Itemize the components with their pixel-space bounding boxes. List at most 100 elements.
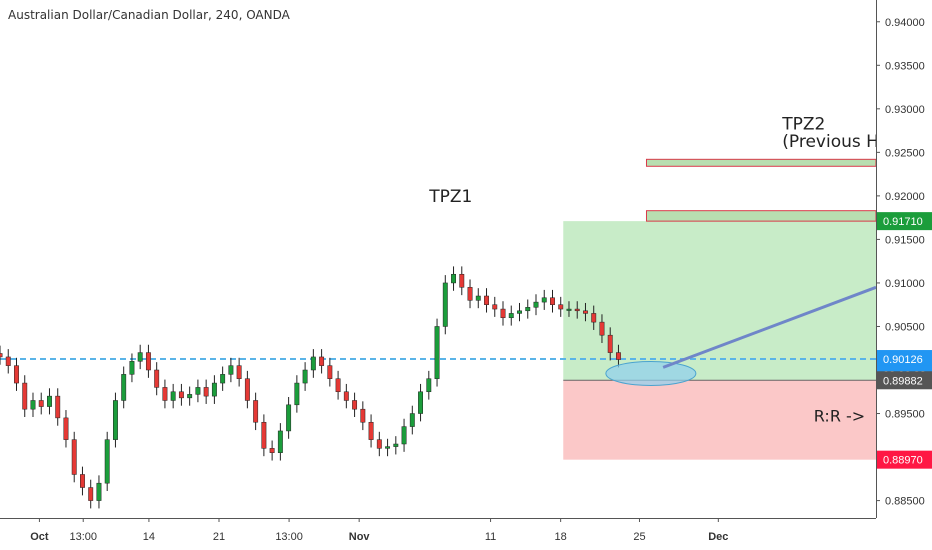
candle-body: [393, 443, 399, 447]
candle-body: [591, 313, 597, 323]
y-tick-label: 0.94000: [885, 17, 925, 29]
candle-body: [310, 356, 316, 371]
candle-body: [459, 273, 465, 288]
price-label-target: 0.91710: [883, 216, 923, 228]
candle-body: [426, 378, 432, 393]
tpz1-box: [645, 210, 877, 222]
y-tick-label: 0.88500: [885, 496, 925, 508]
candle-body: [0, 353, 3, 358]
tpz2-box: [645, 158, 877, 167]
candle-body: [80, 474, 85, 488]
candle-body: [401, 426, 407, 445]
candle-body: [550, 297, 555, 305]
price-label-stop: 0.88970: [883, 455, 923, 467]
candle-body: [63, 417, 69, 440]
candle-body: [104, 439, 110, 484]
candle-body: [14, 365, 19, 384]
x-tick-label: 14: [143, 531, 155, 543]
candle-body: [5, 356, 11, 366]
candle-body: [154, 369, 160, 388]
candle-body: [38, 400, 44, 407]
y-tick-label: 0.89500: [885, 409, 925, 421]
y-tick-label: 0.90500: [885, 321, 925, 333]
candle-body: [335, 378, 341, 393]
candle-body: [599, 321, 605, 336]
candle-body: [484, 295, 489, 305]
candle-body: [178, 391, 184, 399]
candle-body: [277, 430, 283, 453]
y-tick-label: 0.91000: [885, 278, 925, 290]
candle-body: [442, 282, 448, 327]
price-label-box: [877, 371, 932, 390]
candle-body: [475, 295, 481, 301]
candle-body: [525, 307, 531, 312]
x-tick-label: 13:00: [275, 531, 303, 543]
candle-body: [508, 313, 514, 319]
candle-body: [327, 365, 333, 379]
price-label-box: [877, 350, 932, 369]
candle-body: [129, 361, 135, 375]
x-tick-label: 18: [555, 531, 567, 543]
candle-body: [385, 446, 391, 449]
candle-body: [434, 326, 440, 379]
candle-body: [566, 308, 572, 311]
y-tick-label: 0.91500: [885, 234, 925, 246]
candle-body: [112, 400, 118, 440]
candle-body: [261, 421, 267, 449]
candle-body: [211, 382, 217, 397]
candle-body: [467, 287, 473, 301]
candle-body: [71, 439, 77, 475]
annotation-tpz1: TPZ1: [428, 187, 472, 207]
candle-body: [145, 352, 151, 371]
price-label-box: [877, 212, 932, 231]
candle-body: [121, 374, 127, 401]
annotation-previous-high: (Previous H: [782, 132, 879, 152]
y-tick-label: 0.93000: [885, 104, 925, 116]
candle-body: [616, 352, 621, 360]
x-tick-label: Nov: [349, 531, 371, 543]
candle-body: [236, 365, 242, 379]
candle-body: [352, 400, 358, 410]
candle-body: [244, 378, 250, 401]
candle-body: [294, 382, 300, 406]
candle-body: [368, 421, 374, 440]
annotation-tpz2: TPZ2: [781, 115, 825, 135]
entry-ellipse: [605, 360, 697, 386]
y-tick-label: 0.92500: [885, 147, 925, 159]
x-tick-label: 25: [633, 531, 645, 543]
candle-body: [220, 374, 226, 384]
candle-body: [343, 391, 349, 401]
candle-body: [187, 394, 193, 399]
candle-body: [533, 301, 539, 308]
price-label-box: [877, 450, 932, 469]
candle-body: [170, 391, 176, 401]
x-tick-label: Oct: [30, 531, 49, 543]
candle-body: [162, 387, 168, 401]
candle-body: [203, 387, 209, 397]
y-tick-label: 0.93500: [885, 60, 925, 72]
price-label-last-price: 0.90126: [883, 354, 923, 366]
candle-body: [418, 391, 424, 414]
candle-body: [228, 365, 234, 375]
price-label-entry: 0.89882: [883, 375, 923, 387]
candle-body: [22, 382, 28, 410]
candle-body: [30, 400, 36, 410]
candle-body: [55, 395, 61, 419]
candle-body: [286, 404, 292, 432]
trend-line: [662, 285, 877, 369]
profit-zone: [563, 221, 876, 381]
candle-body: [574, 308, 580, 312]
candle-body: [492, 304, 498, 310]
candle-body: [47, 395, 52, 407]
x-tick-label: Dec: [708, 531, 728, 543]
candle-body: [195, 387, 201, 395]
candles: [0, 266, 621, 509]
loss-zone: [563, 380, 876, 460]
x-tick-label: 11: [485, 531, 496, 543]
candle-body: [583, 310, 588, 314]
candle-body: [607, 334, 613, 353]
annotation-rr: R:R ->: [814, 406, 865, 425]
x-tick-label: 21: [213, 531, 225, 543]
